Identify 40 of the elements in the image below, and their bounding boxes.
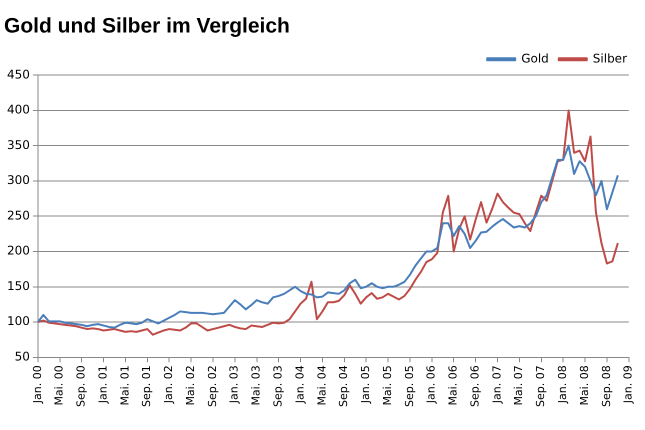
chart-title: Gold und Silber im Vergleich bbox=[4, 14, 290, 38]
y-tick-label: 200 bbox=[7, 244, 30, 258]
x-tick-label: Sep. 02 bbox=[206, 365, 219, 408]
x-tick-label: Jan. 04 bbox=[293, 365, 306, 404]
x-tick-label: Sep. 04 bbox=[337, 365, 350, 408]
x-tick-label: Jan. 07 bbox=[490, 365, 504, 404]
legend-label: Gold bbox=[521, 51, 549, 66]
x-tick-label: Mai. 02 bbox=[184, 365, 197, 406]
x-tick-label: Mai. 04 bbox=[315, 365, 328, 406]
x-tick-label: Mai. 06 bbox=[446, 365, 460, 406]
y-tick-label: 150 bbox=[7, 278, 30, 293]
y-tick-label: 250 bbox=[7, 208, 30, 222]
x-tick-label: Mai. 00 bbox=[52, 365, 66, 406]
x-tick-label: Jan. 03 bbox=[228, 365, 241, 404]
x-tick-label: Sep. 07 bbox=[534, 365, 548, 408]
x-tick-label: Jan. 02 bbox=[162, 365, 176, 404]
x-tick-label: Sep. 05 bbox=[402, 365, 416, 408]
x-tick-label: Jan. 05 bbox=[359, 365, 372, 404]
legend-label: Silber bbox=[592, 51, 628, 66]
y-tick-label: 450 bbox=[7, 67, 30, 82]
y-tick-label: 300 bbox=[7, 173, 30, 188]
x-tick-label: Mai. 03 bbox=[250, 365, 263, 406]
x-tick-label: Jan. 00 bbox=[30, 365, 44, 404]
x-tick-label: Mai. 08 bbox=[578, 365, 591, 406]
y-tick-label: 400 bbox=[7, 102, 30, 117]
x-tick-label: Sep. 00 bbox=[74, 365, 88, 408]
x-tick-label: Sep. 03 bbox=[272, 365, 284, 408]
y-tick-label: 350 bbox=[7, 138, 30, 152]
x-tick-label: Mai. 05 bbox=[380, 365, 394, 406]
x-tick-label: Mai. 01 bbox=[118, 365, 132, 406]
x-tick-label: Jan. 08 bbox=[556, 365, 570, 404]
x-tick-label: Sep. 06 bbox=[468, 365, 482, 408]
x-tick-label: Sep. 08 bbox=[600, 365, 613, 408]
y-tick-label: 50 bbox=[14, 349, 30, 364]
x-tick-label: Jan. 09 bbox=[622, 365, 635, 404]
x-tick-label: Sep. 01 bbox=[140, 365, 154, 408]
y-tick-label: 100 bbox=[7, 314, 30, 328]
x-tick-label: Jan. 06 bbox=[424, 365, 438, 404]
x-tick-label: Jan. 01 bbox=[96, 365, 110, 404]
x-tick-label: Mai. 07 bbox=[512, 365, 526, 406]
